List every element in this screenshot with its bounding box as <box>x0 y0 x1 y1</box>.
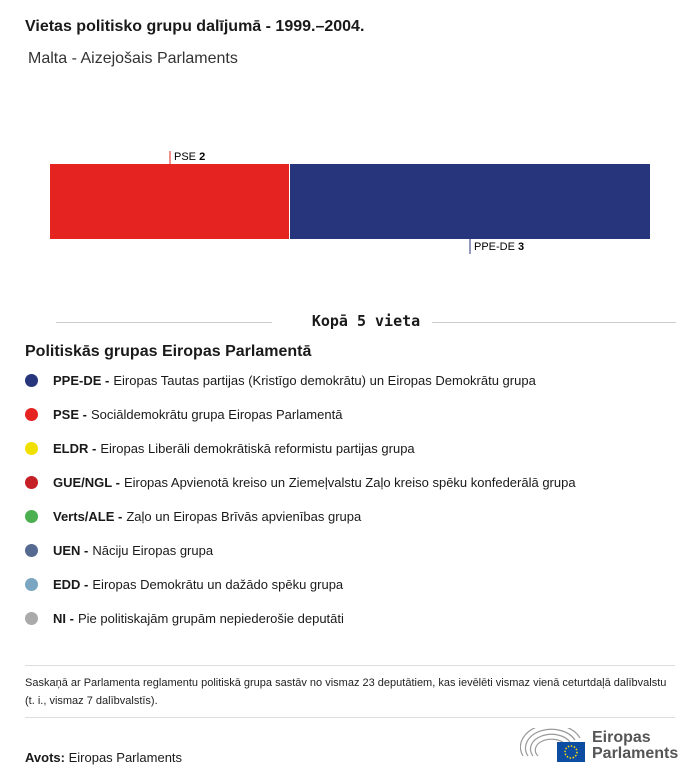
data-label: PPE-DE 3 <box>474 241 524 253</box>
data-label-value: 3 <box>518 241 524 253</box>
legend-desc: Pie politiskajām grupām nepiederošie dep… <box>77 611 344 626</box>
legend-color-dot <box>25 408 38 421</box>
legend-abbr: GUE/NGL - <box>53 475 120 490</box>
total-seats: Kopā 5 vieta <box>56 312 676 332</box>
legend-item: GUE/NGL - Eiropas Apvienotā kreiso un Zie… <box>25 475 576 490</box>
legend-abbr: UEN - <box>53 543 89 558</box>
legend-desc: Zaļo un Eiropas Brīvās apvienības grupa <box>126 509 362 524</box>
legend-desc: Eiropas Demokrātu un dažādo spēku grupa <box>92 577 344 592</box>
legend-color-dot <box>25 544 38 557</box>
legend-item: UEN - Nāciju Eiropas grupa <box>25 543 213 558</box>
source-value: Eiropas Parlaments <box>68 750 183 765</box>
legend-abbr: PPE-DE - <box>53 373 110 388</box>
divider <box>25 717 675 718</box>
legend-abbr: ELDR - <box>53 441 97 456</box>
legend-desc: Eiropas Liberāli demokrātiskā reformistu… <box>100 441 415 456</box>
legend-color-dot <box>25 476 38 489</box>
legend-abbr: PSE - <box>53 407 87 422</box>
ep-logo: Eiropas Parlaments <box>520 728 678 764</box>
logo-line1: Eiropas <box>592 729 651 746</box>
divider <box>418 322 676 323</box>
data-label: PSE 2 <box>174 151 205 163</box>
chart-title: Vietas politisko grupu dalījumā - 1999.–… <box>25 18 365 35</box>
legend-color-dot <box>25 510 38 523</box>
total-label: Kopā 5 vieta <box>299 312 433 330</box>
parliament-hemicycle-icon <box>520 728 585 762</box>
divider <box>56 322 272 323</box>
legend-color-dot <box>25 612 38 625</box>
legend-item: PSE - Sociāldemokrātu grupa Eiropas Parla… <box>25 407 342 422</box>
legend-abbr: NI - <box>53 611 74 626</box>
logo-line2: Parlaments <box>592 745 679 762</box>
legend-color-dot <box>25 578 38 591</box>
legend-item: NI - Pie politiskajām grupām nepiederošie… <box>25 611 344 626</box>
source-label: Avots: <box>25 750 65 765</box>
legend-title: Politiskās grupas Eiropas Parlamentā <box>25 343 312 360</box>
legend-desc: Sociāldemokrātu grupa Eiropas Parlamentā <box>90 407 343 422</box>
bar-pse <box>50 164 289 239</box>
data-label-value: 2 <box>199 151 205 163</box>
source: Avots: Eiropas Parlaments <box>25 750 182 765</box>
legend-item: Verts/ALE - Zaļo un Eiropas Brīvās apvien… <box>25 509 361 524</box>
legend-color-dot <box>25 442 38 455</box>
legend-item: EDD - Eiropas Demokrātu un dažādo spēku g… <box>25 577 343 592</box>
legend-desc: Eiropas Tautas partijas (Kristīgo demokr… <box>113 373 536 388</box>
chart-subtitle: Malta - Aizejošais Parlaments <box>28 50 238 67</box>
legend-abbr: EDD - <box>53 577 89 592</box>
data-label-name: PPE-DE <box>474 241 515 253</box>
legend-desc: Nāciju Eiropas grupa <box>92 543 214 558</box>
legend-color-dot <box>25 374 38 387</box>
footnote: Saskaņā ar Parlamenta reglamentu politis… <box>25 677 667 707</box>
legend-item: PPE-DE - Eiropas Tautas partijas (Kristīg… <box>25 373 536 388</box>
data-label-name: PSE <box>174 151 196 163</box>
stacked-bar-chart: PSE 2 PPE-DE 3 <box>50 151 650 254</box>
divider <box>25 665 675 666</box>
legend-item: ELDR - Eiropas Liberāli demokrātiskā refo… <box>25 441 415 456</box>
bar-ppe-de <box>290 164 650 239</box>
legend-desc: Eiropas Apvienotā kreiso un Ziemeļvalstu… <box>123 475 576 490</box>
legend-abbr: Verts/ALE - <box>53 509 123 524</box>
